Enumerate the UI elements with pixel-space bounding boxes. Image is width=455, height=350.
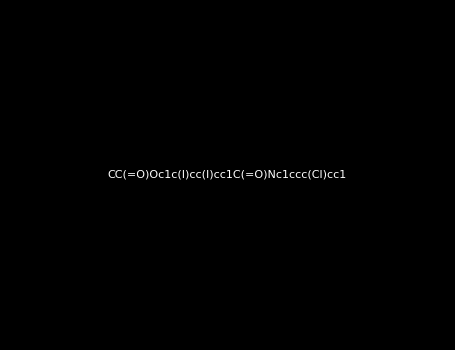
Text: CC(=O)Oc1c(I)cc(I)cc1C(=O)Nc1ccc(Cl)cc1: CC(=O)Oc1c(I)cc(I)cc1C(=O)Nc1ccc(Cl)cc1 xyxy=(108,170,347,180)
